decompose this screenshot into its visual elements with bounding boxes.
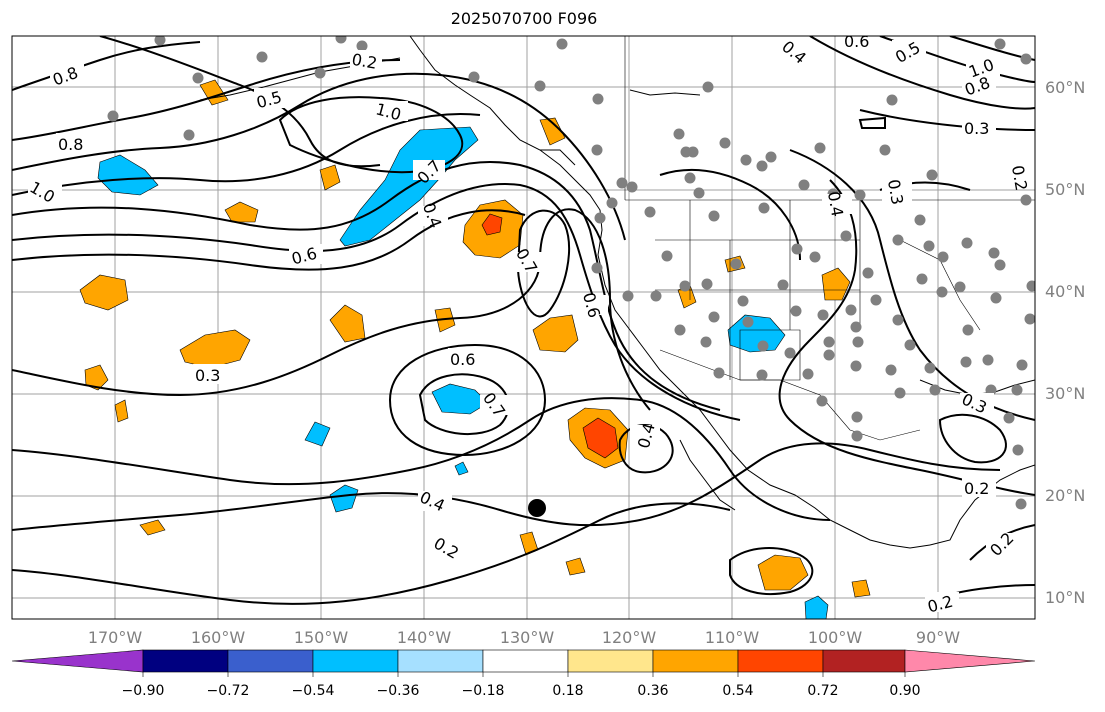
- contour-label: 0.2: [350, 50, 378, 73]
- colorbar-tick-label: −0.18: [461, 683, 505, 699]
- shading-positive-pacific-15: [114, 399, 129, 423]
- shading-positive-baja-core: [582, 417, 619, 459]
- colorbar-tick-label: 0.90: [889, 683, 921, 699]
- shaded-anomaly-fields: [79, 79, 871, 619]
- contour-label: 0.4: [824, 190, 847, 218]
- shading-positive-pacific-14: [851, 579, 871, 598]
- colorbar-tick-label: −0.90: [121, 683, 165, 699]
- colorbar-tick-label: 0.18: [552, 683, 584, 699]
- shading-positive-pacific-8: [319, 164, 341, 191]
- colorbar-segment: [482, 649, 569, 673]
- shading-negative-southwest-us: [727, 314, 786, 353]
- lon-label: 110°W: [704, 628, 760, 647]
- colorbar-tick-label: 0.36: [637, 683, 669, 699]
- contour-label: 0.6: [450, 350, 475, 369]
- lon-label: 130°W: [499, 628, 555, 647]
- shading-positive-pacific-1-core: [481, 213, 503, 236]
- lat-label: 20°N: [1045, 486, 1086, 505]
- shading-positive-pacific-2: [179, 329, 251, 369]
- colorbar-left-extension: [11, 649, 144, 673]
- shading-positive-gulf-alaska: [539, 117, 566, 146]
- contour-label: 0.2: [1008, 164, 1031, 192]
- shading-positive-pacific-7: [84, 364, 109, 391]
- lon-label: 90°W: [915, 628, 961, 647]
- colorbar-segment: [652, 649, 739, 673]
- contour-label: 0.3: [884, 178, 907, 206]
- colorbar-segment: [822, 649, 906, 673]
- contour-label: 0.6: [844, 32, 869, 51]
- map-title: 2025070700 F096: [450, 9, 598, 28]
- shading-negative-pacific-4: [304, 421, 331, 447]
- shading-positive-pacific-3: [79, 274, 129, 311]
- lon-label: 150°W: [293, 628, 349, 647]
- observation-stations: [107, 36, 1035, 510]
- lat-label: 30°N: [1045, 384, 1086, 403]
- colorbar-tick-label: −0.36: [376, 683, 420, 699]
- contour-label: 0.3: [964, 119, 989, 138]
- shading-negative-south: [804, 595, 829, 619]
- shading-positive-pacific-5: [532, 314, 579, 353]
- colorbar-segment: [142, 649, 229, 673]
- colorbar-tick-label: 0.72: [807, 683, 839, 699]
- shading-positive-pacific-4: [329, 304, 366, 343]
- lon-label: 170°W: [87, 628, 143, 647]
- colorbar-segment: [397, 649, 484, 673]
- shading-negative-pacific-3: [329, 484, 359, 513]
- shading-positive-pacific-9: [139, 519, 166, 536]
- lon-label: 100°W: [807, 628, 863, 647]
- map-plot-area: 0.8 0.2 0.5 1.0 0.8 1.0 0.7 0.4 0.6 0.3 …: [12, 32, 1035, 619]
- contour-label: 0.8: [58, 135, 83, 154]
- lat-label: 40°N: [1045, 282, 1086, 301]
- shading-positive-mexico: [757, 554, 809, 591]
- lat-label: 60°N: [1045, 78, 1086, 97]
- lat-label: 50°N: [1045, 180, 1086, 199]
- lon-label: 120°W: [601, 628, 657, 647]
- storm-center-marker: [528, 499, 546, 517]
- shading-positive-us-1: [821, 267, 851, 301]
- colorbar-tick-label: −0.72: [206, 683, 250, 699]
- lon-label: 140°W: [396, 628, 452, 647]
- shading-positive-pacific-13: [565, 557, 586, 576]
- colorbar: [11, 649, 1036, 677]
- shading-negative-pacific-5: [454, 461, 469, 476]
- shading-positive-pacific-6: [224, 201, 259, 223]
- colorbar-segment: [567, 649, 654, 673]
- colorbar-segment: [312, 649, 399, 673]
- colorbar-tick-label: −0.54: [291, 683, 335, 699]
- colorbar-segment: [227, 649, 314, 673]
- map-frame: [11, 35, 1036, 620]
- contour-label: 0.2: [964, 479, 989, 498]
- colorbar-right-extension: [904, 649, 1036, 673]
- lon-label: 160°W: [190, 628, 246, 647]
- lat-label: 10°N: [1045, 588, 1086, 607]
- contour-label: 0.3: [195, 366, 220, 385]
- colorbar-tick-label: 0.54: [722, 683, 754, 699]
- colorbar-segment: [737, 649, 824, 673]
